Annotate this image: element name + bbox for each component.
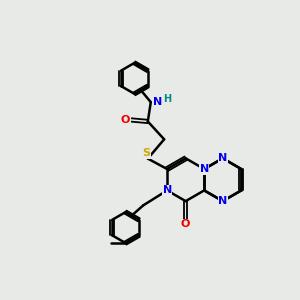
Text: S: S	[142, 148, 150, 158]
Text: N: N	[200, 164, 209, 174]
Text: O: O	[121, 115, 130, 125]
Text: N: N	[163, 185, 172, 195]
Text: O: O	[181, 219, 190, 229]
Text: N: N	[218, 153, 227, 163]
Text: N: N	[153, 97, 162, 107]
Text: N: N	[218, 196, 227, 206]
Text: H: H	[163, 94, 171, 104]
